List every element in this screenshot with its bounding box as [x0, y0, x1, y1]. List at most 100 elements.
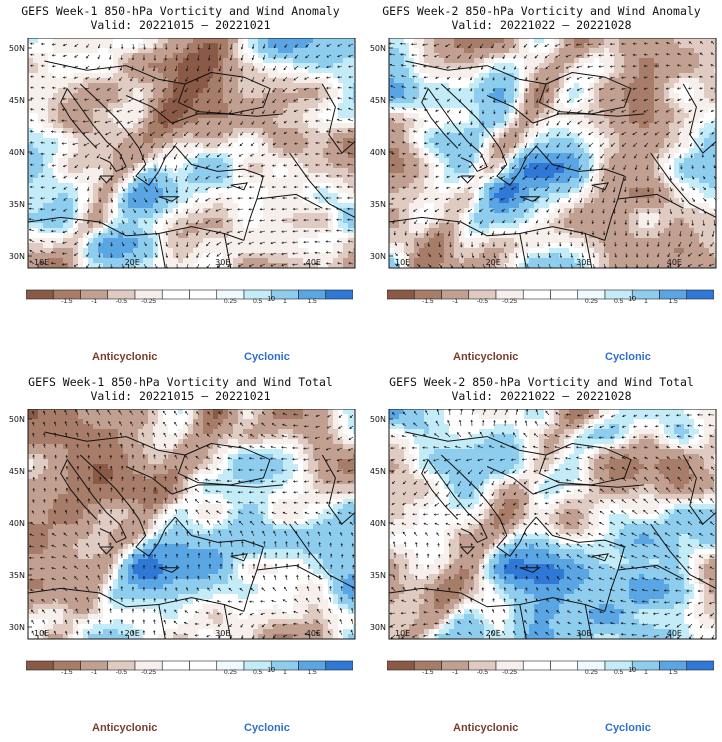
colorbar-tick-label: 1 — [644, 669, 648, 676]
longitude-label: 10E — [395, 629, 410, 638]
colorbar-tick-label: -1 — [91, 669, 98, 676]
latitude-label: 35N — [9, 200, 25, 209]
panel-title: GEFS Week-2 850-hPa Vorticity and Wind T… — [389, 375, 694, 389]
colorbar-inline-label: 10 — [628, 296, 637, 303]
colorbar: -1.5 -1 -0.5 -0.25 0.25 0.5 1 1.5 10 — [25, 656, 354, 678]
longitude-label: 20E — [125, 258, 140, 267]
latitude-label: 50N — [9, 44, 25, 53]
colorbar-swatch — [325, 289, 354, 300]
longitude-label: 10E — [34, 258, 49, 267]
longitude-label: 30E — [576, 258, 591, 267]
colorbar-tick-label: -1.5 — [61, 298, 73, 305]
colorbar-inline-label: 10 — [267, 667, 276, 674]
anticyclonic-label: Anticyclonic — [92, 351, 158, 363]
coastlines — [389, 60, 716, 268]
colorbar-tick-label: 1 — [283, 669, 287, 676]
map-canvas: 50N 45N 40N 35N 30N 10E 20E 30E 40E — [370, 409, 717, 640]
coastlines — [389, 431, 716, 639]
panel-title: GEFS Week-1 850-hPa Vorticity and Wind T… — [28, 375, 333, 389]
colorbar-swatch — [25, 289, 54, 300]
vorticity-shading — [389, 38, 716, 268]
colorbar-tick-label: 1.5 — [307, 298, 317, 305]
longitude-label: 30E — [215, 629, 230, 638]
colorbar-inline-label: 10 — [267, 296, 276, 303]
colorbar-tick-label: -1.5 — [422, 669, 434, 676]
latitude-label: 30N — [9, 623, 25, 632]
colorbar-tick-label: 0.5 — [253, 298, 263, 305]
colorbar: -1.5 -1 -0.5 -0.25 0.25 0.5 1 1.5 10 — [386, 285, 715, 307]
latitude-label: 50N — [370, 44, 386, 53]
colorbar-tick-label: -0.5 — [476, 669, 488, 676]
colorbar-tick-label: 0.5 — [253, 669, 263, 676]
longitude-label: 30E — [576, 629, 591, 638]
panel-week1-anomaly: GEFS Week-1 850-hPa Vorticity and Wind A… — [0, 0, 361, 371]
latitude-label: 45N — [9, 96, 25, 105]
colorbar-swatch — [522, 289, 551, 300]
colorbar-swatch — [161, 660, 190, 671]
wind-vectors — [389, 409, 715, 639]
latitude-label: 40N — [370, 519, 386, 528]
cyclonic-label: Cyclonic — [244, 722, 290, 734]
colorbar-tick-label: -1.5 — [61, 669, 73, 676]
anticyclonic-label: Anticyclonic — [453, 351, 519, 363]
colorbar-swatches — [386, 660, 715, 671]
map-canvas: 50N 45N 40N 35N 30N 10E 20E 30E 40E — [9, 409, 356, 640]
cyclonic-label: Cyclonic — [605, 722, 651, 734]
latitude-label: 35N — [370, 571, 386, 580]
colorbar-swatch — [522, 660, 551, 671]
panel-title: GEFS Week-2 850-hPa Vorticity and Wind A… — [382, 4, 701, 18]
vorticity-shading — [28, 38, 355, 268]
colorbar-tick-label: 0.5 — [614, 298, 624, 305]
vorticity-map: 50N 45N 40N 35N 30N 10E 20E 30E 40E — [363, 38, 718, 274]
anticyclonic-label: Anticyclonic — [453, 722, 519, 734]
wind-vectors — [28, 42, 354, 268]
latitude-label: 50N — [370, 415, 386, 424]
longitude-label: 40E — [667, 629, 682, 638]
valid-date-range: Valid: 20221015 – 20221021 — [90, 18, 271, 32]
colorbar-tick-label: 0.25 — [224, 298, 237, 305]
latitude-label: 35N — [9, 571, 25, 580]
colorbar-swatch — [550, 660, 579, 671]
valid-date-range: Valid: 20221022 – 20221028 — [451, 18, 632, 32]
colorbar-tick-label: -0.5 — [476, 298, 488, 305]
colorbar-swatch — [386, 289, 415, 300]
latitude-label: 45N — [370, 467, 386, 476]
vorticity-map: 50N 45N 40N 35N 30N 10E 20E 30E 40E — [2, 38, 357, 274]
longitude-label: 40E — [306, 258, 321, 267]
colorbar-tick-label: -1 — [91, 298, 98, 305]
map-canvas: 50N 45N 40N 35N 30N 10E 20E 30E 40E — [9, 38, 356, 269]
longitude-label: 40E — [667, 258, 682, 267]
colorbar-tick-label: 1.5 — [668, 298, 678, 305]
latitude-label: 30N — [370, 252, 386, 261]
cyclonic-label: Cyclonic — [244, 351, 290, 363]
panel-title: GEFS Week-1 850-hPa Vorticity and Wind A… — [21, 4, 340, 18]
colorbar-tick-label: 0.5 — [614, 669, 624, 676]
colorbar-tick-label: 1 — [644, 298, 648, 305]
latitude-label: 40N — [9, 519, 25, 528]
anticyclonic-label: Anticyclonic — [92, 722, 158, 734]
colorbar-swatch — [189, 289, 218, 300]
longitude-label: 40E — [306, 629, 321, 638]
colorbar-tick-label: -1 — [452, 298, 459, 305]
longitude-label: 20E — [486, 629, 501, 638]
panel-week2-total: GEFS Week-2 850-hPa Vorticity and Wind T… — [361, 371, 722, 742]
colorbar-tick-label: -1 — [452, 669, 459, 676]
colorbar-swatch — [686, 660, 715, 671]
panel-week1-total: GEFS Week-1 850-hPa Vorticity and Wind T… — [0, 371, 361, 742]
colorbar: -1.5 -1 -0.5 -0.25 0.25 0.5 1 1.5 10 — [386, 656, 715, 678]
longitude-label: 20E — [125, 629, 140, 638]
colorbar-swatches — [25, 660, 354, 671]
colorbar-swatches — [25, 289, 354, 300]
map-canvas: 50N 45N 40N 35N 30N 10E 20E 30E 40E — [370, 38, 717, 269]
cyclonic-label: Cyclonic — [605, 351, 651, 363]
latitude-label: 35N — [370, 200, 386, 209]
latitude-label: 40N — [370, 148, 386, 157]
latitude-label: 45N — [370, 96, 386, 105]
colorbar-tick-label: 1.5 — [668, 669, 678, 676]
colorbar-tick-label: 1.5 — [307, 669, 317, 676]
latitude-label: 30N — [370, 623, 386, 632]
latitude-label: 30N — [9, 252, 25, 261]
colorbar: -1.5 -1 -0.5 -0.25 0.25 0.5 1 1.5 10 — [25, 285, 354, 307]
colorbar-tick-label: -1.5 — [422, 298, 434, 305]
wind-vectors — [389, 41, 716, 268]
